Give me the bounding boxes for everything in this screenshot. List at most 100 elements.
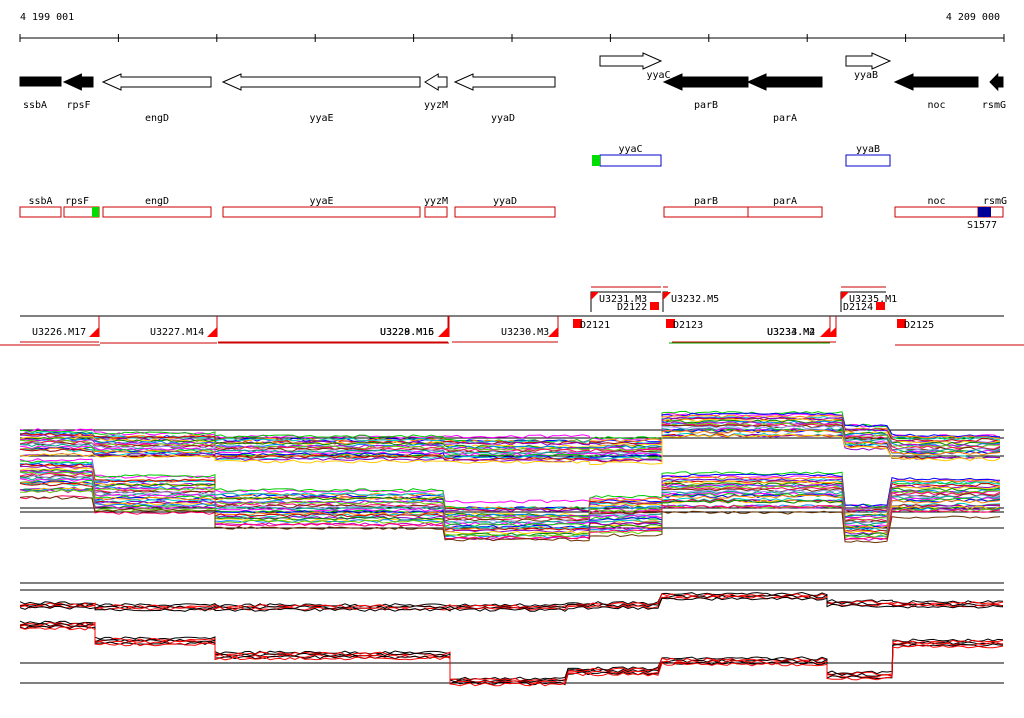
upper-profile-line bbox=[19, 421, 1001, 451]
gene-arrow-parA bbox=[746, 73, 823, 91]
gene-label-noc: noc bbox=[927, 100, 945, 111]
upper-segment-label: U3235.M1 bbox=[849, 294, 897, 305]
reverse-box-label-rpsF: rpsF bbox=[65, 196, 89, 207]
forward-box-yyaB bbox=[845, 154, 891, 167]
lower-profile-line bbox=[19, 476, 1001, 526]
gene-label-ssbA: ssbA bbox=[23, 100, 47, 111]
upper-profile-line bbox=[19, 417, 1001, 445]
lower-d-marker bbox=[666, 319, 675, 328]
upper-profile-line bbox=[19, 418, 1001, 449]
lower-segment-label: U3234.M2 bbox=[767, 327, 815, 338]
lower-profile-line bbox=[19, 472, 1001, 522]
reverse-box-label-ssbA: ssbA bbox=[28, 196, 52, 207]
lower-segment-flag bbox=[826, 327, 836, 337]
lower-profile-line bbox=[19, 458, 1001, 508]
gene-arrow-yyaC bbox=[599, 52, 663, 70]
lower-segment-label: U3230.M3 bbox=[501, 327, 549, 338]
expression-profile-track bbox=[19, 410, 1004, 544]
lower-segment-flag bbox=[89, 327, 99, 337]
lower-segment-label: U3226.M17 bbox=[32, 327, 86, 338]
reverse-box-marker bbox=[92, 207, 99, 217]
gene-arrow-yyaB bbox=[845, 52, 892, 70]
forward-box-label-yyaB: yyaB bbox=[856, 144, 880, 155]
gene-label-yyaE: yyaE bbox=[309, 113, 333, 124]
lower-segment-flag bbox=[820, 327, 830, 337]
upper-d-label: D2124 bbox=[843, 302, 873, 313]
forward-strand-track: yyaC yyaB bbox=[592, 144, 891, 167]
forward-box-marker bbox=[592, 155, 600, 166]
gene-arrow-yyaE bbox=[221, 73, 421, 91]
end-coordinate: 4 209 000 bbox=[945, 12, 1000, 23]
gene-arrow-parB bbox=[662, 73, 749, 91]
gene-label-yyzM: yyzM bbox=[424, 100, 448, 111]
reverse-box-label-rsmG: rsmG bbox=[983, 196, 1007, 207]
lower-segment-flag bbox=[207, 327, 217, 337]
summary-profile-track bbox=[19, 582, 1004, 687]
lower-profile-line bbox=[19, 474, 1001, 523]
reverse-box-label-parA: parA bbox=[773, 196, 797, 207]
start-coordinate: 4 199 001 bbox=[20, 12, 75, 23]
lower-d-marker bbox=[573, 319, 582, 328]
lower-profile-line bbox=[19, 471, 1001, 521]
reverse-box-marker bbox=[978, 207, 991, 217]
reverse-box-yyaD bbox=[454, 206, 556, 218]
summary-profile-line bbox=[19, 622, 1004, 683]
reverse-box-label-noc: noc bbox=[927, 196, 945, 207]
lower-profile-line bbox=[19, 495, 1001, 540]
lower-profile-line bbox=[19, 469, 1001, 519]
gene-label-yyaC: yyaC bbox=[646, 70, 670, 81]
lower-profile-line bbox=[19, 479, 1001, 529]
gene-arrow-yyzM bbox=[424, 73, 448, 91]
lower-profile-line bbox=[19, 465, 1001, 513]
gene-arrow-rsmG bbox=[989, 72, 1004, 92]
reverse-box-noc bbox=[894, 206, 979, 218]
reverse-box-yyaE bbox=[222, 206, 421, 218]
gene-label-rpsF: rpsF bbox=[66, 100, 90, 111]
upper-profile-line bbox=[19, 428, 1001, 457]
summary-profile-line bbox=[19, 623, 1004, 684]
gene-arrow-yyaD bbox=[453, 73, 556, 91]
forward-box-yyaC bbox=[599, 154, 662, 167]
lower-segment-flag bbox=[548, 327, 558, 337]
gene-arrow-ssbA bbox=[19, 76, 62, 87]
upper-profile-line bbox=[19, 422, 1001, 452]
gene-label-engD: engD bbox=[145, 113, 169, 124]
upper-profile-line bbox=[19, 429, 1001, 461]
reverse-box-label-engD: engD bbox=[145, 196, 169, 207]
upper-d-marker bbox=[650, 302, 659, 310]
summary-profile-line bbox=[19, 625, 1004, 686]
summary-profile-line bbox=[19, 620, 1004, 681]
lower-profile-line bbox=[19, 467, 1001, 517]
gene-label-yyaB: yyaB bbox=[854, 70, 878, 81]
coordinate-ruler bbox=[19, 34, 1005, 42]
lower-segment-label: U3229.M15 bbox=[380, 327, 434, 338]
summary-profile-line bbox=[19, 596, 1004, 612]
upper-segment-label: U3232.M5 bbox=[671, 294, 719, 305]
reverse-box-label-parB: parB bbox=[694, 196, 718, 207]
site-label: S1577 bbox=[967, 220, 997, 231]
lower-d-label: D2123 bbox=[673, 320, 703, 331]
lower-d-label: D2121 bbox=[580, 320, 610, 331]
upper-d-marker bbox=[876, 302, 885, 310]
reverse-box-parA bbox=[747, 206, 823, 218]
lower-segment-label: U3233.M4 bbox=[767, 327, 815, 338]
upper-segment-label: U3231.M3 bbox=[599, 294, 647, 305]
upper-d-label: D2122 bbox=[617, 302, 647, 313]
reverse-box-label-yyaE: yyaE bbox=[309, 196, 333, 207]
lower-profile-line bbox=[19, 478, 1001, 527]
upper-profile-line bbox=[19, 414, 1001, 444]
reverse-box-yyzM bbox=[424, 206, 448, 218]
gene-arrow-rpsF bbox=[62, 73, 94, 91]
lower-profile-line bbox=[19, 488, 1001, 537]
reverse-box-engD bbox=[102, 206, 212, 218]
lower-profile-line bbox=[19, 495, 1001, 544]
gene-arrow-engD bbox=[101, 73, 212, 91]
gene-label-rsmG: rsmG bbox=[982, 100, 1006, 111]
reverse-strand-track: ssbA rpsF engD yyaE yyzM yyaD parB parA noc rsmG S… bbox=[19, 196, 1007, 231]
lower-d-marker bbox=[897, 319, 906, 328]
forward-box-label-yyaC: yyaC bbox=[618, 144, 642, 155]
upper-segment-flag bbox=[663, 292, 671, 300]
gene-label-yyaD: yyaD bbox=[491, 113, 515, 124]
